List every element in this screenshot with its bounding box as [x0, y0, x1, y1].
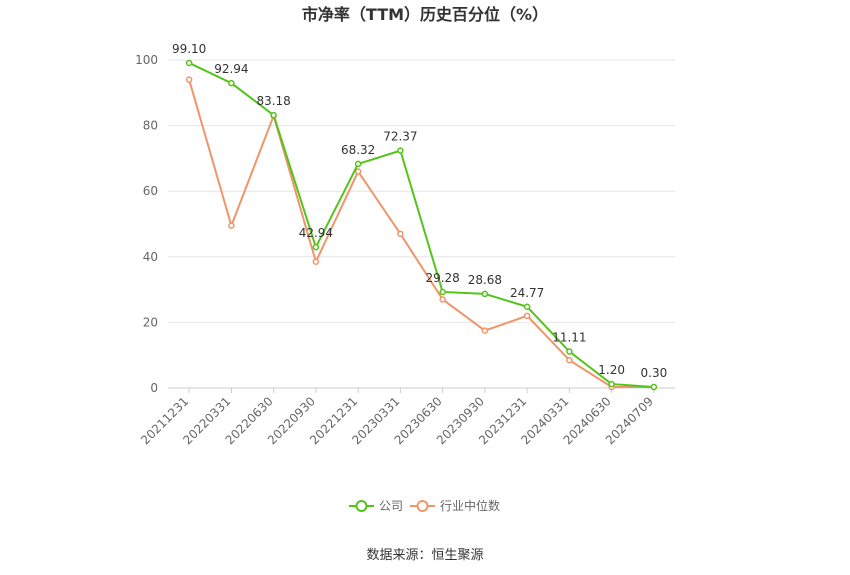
data-point[interactable] — [228, 222, 235, 229]
data-point[interactable] — [185, 59, 193, 67]
x-axis: 2021123120220331202206302022093020221231… — [138, 388, 656, 447]
data-point[interactable] — [481, 290, 489, 298]
series-line-1 — [188, 79, 654, 389]
legend-item-1[interactable]: 行业中位数 — [410, 498, 500, 513]
data-point[interactable] — [270, 111, 277, 119]
data-label: 11.11 — [552, 331, 586, 345]
legend-marker-icon — [416, 500, 429, 512]
series-layer — [185, 59, 658, 391]
series-line-0 — [188, 62, 654, 389]
y-tick-label: 20 — [143, 315, 158, 329]
data-label: 24.77 — [510, 286, 544, 300]
data-label: 72.37 — [383, 130, 417, 144]
data-label: 99.10 — [172, 42, 206, 56]
y-tick-label: 100 — [135, 53, 158, 67]
y-tick-label: 60 — [143, 184, 158, 198]
legend-label: 行业中位数 — [440, 498, 500, 513]
data-label: 28.68 — [468, 273, 502, 287]
y-tick-label: 40 — [143, 250, 158, 264]
chart-title: 市净率（TTM）历史百分位（%） — [302, 5, 548, 24]
data-point[interactable] — [650, 383, 658, 391]
y-tick-label: 80 — [143, 119, 158, 133]
data-point[interactable] — [566, 356, 573, 364]
data-label: 68.32 — [341, 143, 375, 157]
data-point[interactable] — [354, 160, 362, 168]
data-point[interactable] — [439, 296, 446, 303]
data-point[interactable] — [566, 348, 573, 355]
data-label: 42.94 — [299, 226, 333, 240]
data-point[interactable] — [523, 303, 531, 311]
data-point[interactable] — [312, 243, 320, 251]
y-axis: 0 20 40 60 80 100 — [135, 53, 158, 395]
data-point[interactable] — [354, 168, 362, 175]
data-point[interactable] — [185, 76, 193, 83]
source-note: 数据来源：恒生聚源 — [366, 548, 483, 563]
data-point[interactable] — [523, 312, 531, 320]
gridlines — [168, 59, 675, 389]
y-tick-label: 0 — [150, 381, 158, 395]
data-point[interactable] — [312, 258, 320, 265]
legend[interactable]: 公司 行业中位数 — [349, 498, 500, 513]
data-point[interactable] — [608, 380, 615, 388]
data-labels: 99.10 92.94 83.18 42.94 68.32 72.37 29.28 28.68… — [172, 42, 667, 380]
legend-item-0[interactable]: 公司 — [349, 499, 403, 513]
data-label: 1.20 — [598, 363, 625, 377]
legend-marker-icon — [355, 500, 368, 512]
data-point[interactable] — [397, 230, 404, 238]
data-point[interactable] — [439, 288, 446, 296]
legend-label: 公司 — [379, 499, 403, 513]
data-label: 0.30 — [641, 366, 668, 380]
data-label: 83.18 — [256, 94, 290, 108]
data-point[interactable] — [397, 147, 404, 154]
data-point[interactable] — [228, 79, 235, 87]
data-label: 29.28 — [425, 271, 459, 285]
data-point[interactable] — [481, 327, 489, 334]
data-label: 92.94 — [214, 62, 248, 76]
